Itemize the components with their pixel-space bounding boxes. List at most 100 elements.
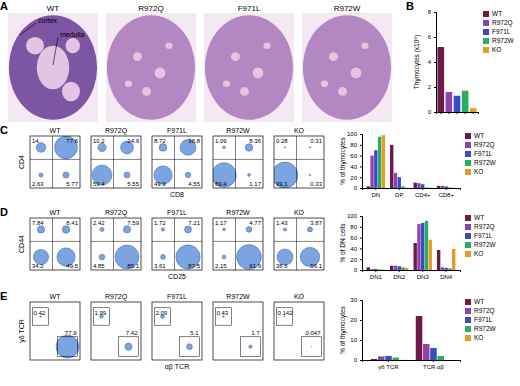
medulla-area — [37, 46, 69, 90]
quadrant-value: 1.17 — [215, 220, 227, 226]
axis-title: CD4 — [18, 155, 25, 169]
plot-title: WT — [50, 293, 62, 300]
tick-mark — [360, 145, 362, 146]
quadrant-value: 49.5 — [66, 263, 78, 269]
population — [309, 174, 310, 175]
bar — [401, 186, 404, 188]
tick: 20 — [350, 317, 362, 323]
plot-title: R972W — [226, 293, 250, 300]
medulla-area — [263, 42, 270, 49]
plot-frame — [152, 302, 202, 360]
y-axis: 02468 — [428, 9, 437, 115]
tick-mark — [433, 360, 434, 362]
plot-area — [33, 226, 75, 266]
legend-label: F971L — [474, 316, 493, 323]
plot-frame — [152, 218, 202, 270]
tick-label: CD8+ — [438, 192, 454, 198]
tick: DN3 — [417, 270, 430, 280]
quadrant-value: 4.77 — [249, 220, 261, 226]
tick: 80 — [350, 224, 362, 230]
plot-frame — [213, 136, 263, 188]
medulla-area — [223, 81, 230, 88]
gate-value: 2.09 — [156, 310, 168, 316]
bar — [394, 173, 397, 188]
tick-mark — [360, 238, 362, 239]
tick: 30 — [350, 297, 362, 303]
tick: 0 — [428, 109, 436, 115]
tick-mark — [434, 37, 436, 38]
flow-plot: 0.280.3199.10.33 — [272, 136, 324, 188]
tick-mark — [360, 188, 362, 189]
panel-label: A — [0, 0, 8, 12]
tick-label: 6 — [428, 34, 432, 40]
quadrant-value: 4.85 — [93, 263, 105, 269]
tick-label: 0 — [354, 185, 358, 191]
bar — [421, 223, 424, 270]
section-title: WT — [47, 4, 60, 13]
bar — [444, 186, 447, 188]
tick: DN4 — [440, 270, 453, 280]
bars — [371, 316, 451, 360]
population — [125, 343, 132, 350]
flow-plot: 1.098.3689.41.17 — [212, 136, 263, 188]
quadrant-line — [235, 218, 236, 270]
bar — [417, 224, 420, 270]
bar — [370, 156, 373, 188]
plot-area — [40, 316, 79, 358]
population — [249, 345, 252, 348]
bar — [448, 268, 451, 270]
plot-area — [92, 141, 134, 185]
tick: 40 — [350, 246, 362, 252]
section-background — [106, 13, 196, 122]
legend-label: F971L — [474, 150, 493, 157]
flow-plot: 0.4277.9 — [30, 302, 80, 360]
quadrant-value: 0.31 — [310, 138, 322, 144]
legend-label: R972W — [474, 241, 497, 248]
bar — [405, 268, 408, 270]
quadrant-line — [30, 241, 80, 242]
bar — [437, 186, 440, 188]
bar — [390, 145, 393, 188]
x-axis: DN1DN2DN3DN4 — [363, 270, 461, 280]
population — [123, 226, 130, 233]
section-title: R972Q — [138, 4, 163, 13]
quadrant-value: 8.36 — [249, 138, 261, 144]
population — [36, 143, 46, 153]
quadrant-value: 7.59 — [127, 220, 139, 226]
population — [124, 172, 130, 178]
bar — [446, 92, 453, 112]
tick: DN2 — [393, 270, 406, 280]
bar — [392, 358, 399, 360]
plot-area — [223, 316, 253, 349]
section-background — [8, 13, 98, 122]
quadrant-line — [91, 241, 141, 242]
bar — [390, 266, 393, 270]
tick-mark — [399, 270, 400, 272]
plot-title: KO — [294, 209, 305, 216]
medulla-area — [231, 52, 240, 61]
flow-plot: 0.1420.047 — [274, 302, 324, 360]
legend-swatch — [465, 160, 471, 166]
population — [63, 172, 69, 178]
plot-title: R972W — [226, 209, 250, 216]
quadrant-value: 2.42 — [93, 220, 105, 226]
axis-line — [360, 301, 363, 361]
histology-section — [204, 13, 294, 122]
quadrant-line — [30, 159, 80, 160]
bar — [385, 356, 392, 360]
axis-line — [434, 13, 437, 113]
bar — [430, 348, 437, 360]
cortex-area — [303, 15, 391, 120]
quadrant-value: 3.87 — [310, 220, 322, 226]
bar — [452, 249, 455, 270]
tick-label: 40 — [350, 164, 357, 170]
x-axis: γδ TCRTCR αβ — [363, 360, 461, 370]
quadrant-line — [296, 136, 297, 188]
plot-title: F971L — [167, 127, 187, 134]
tick: 8 — [428, 9, 436, 15]
tick: TCR αβ — [423, 360, 444, 370]
bar — [441, 186, 444, 188]
tick-label: CD4+ — [415, 192, 431, 198]
population — [223, 228, 226, 231]
histology-section — [8, 13, 98, 122]
